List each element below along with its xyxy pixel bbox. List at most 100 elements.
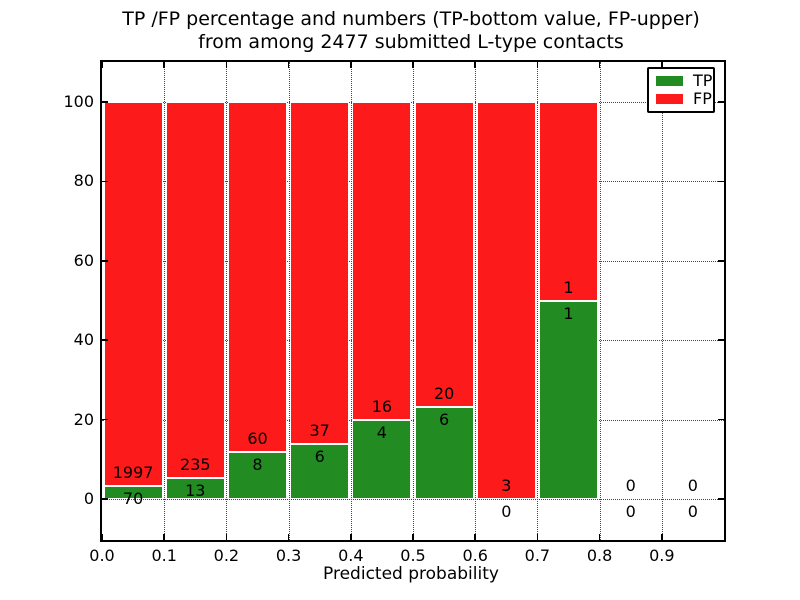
y-tick-mark-right bbox=[718, 418, 724, 421]
y-tick-mark-right bbox=[718, 339, 724, 341]
chart-title-line1: TP /FP percentage and numbers (TP-bottom… bbox=[122, 8, 700, 30]
x-gridline bbox=[413, 62, 414, 540]
fp-bar-segment bbox=[414, 102, 474, 408]
y-tick-label: 40 bbox=[73, 330, 94, 350]
x-tick-label: 0.5 bbox=[400, 546, 426, 565]
x-gridline bbox=[537, 62, 539, 540]
x-tick-label: 0.2 bbox=[213, 546, 240, 565]
y-tick-mark bbox=[102, 101, 108, 103]
x-tick-mark-top bbox=[474, 62, 476, 68]
fp-count-annotation: 3 bbox=[501, 476, 512, 495]
tp-bar-segment bbox=[352, 419, 412, 499]
x-gridline bbox=[350, 62, 352, 540]
x-tick-mark bbox=[412, 534, 414, 540]
x-tick-label: 0.8 bbox=[586, 546, 613, 565]
tp-bar-segment bbox=[103, 485, 163, 499]
x-tick-mark-top bbox=[225, 62, 228, 68]
chart-title-line2: from among 2477 submitted L-type contact… bbox=[198, 31, 624, 53]
x-tick-label: 0.6 bbox=[462, 546, 488, 565]
tp-bar-segment bbox=[227, 452, 288, 499]
chart-title: TP /FP percentage and numbers (TP-bottom… bbox=[100, 8, 722, 54]
x-tick-mark bbox=[225, 534, 228, 540]
x-tick-label: 0.1 bbox=[151, 546, 177, 565]
x-tick-label: 0.3 bbox=[275, 546, 302, 565]
x-tick-label: 0.4 bbox=[338, 546, 364, 565]
tp-count-annotation: 13 bbox=[185, 481, 206, 501]
x-gridline bbox=[288, 62, 290, 540]
fp-count-annotation: 235 bbox=[180, 455, 211, 475]
x-axis-label: Predicted probability bbox=[323, 564, 499, 584]
x-tick-mark bbox=[101, 534, 103, 540]
tp-count-annotation: 0 bbox=[501, 502, 512, 521]
y-tick-mark bbox=[102, 180, 108, 183]
tp-bar-segment bbox=[414, 407, 474, 499]
x-tick-label: 0.9 bbox=[649, 546, 675, 565]
x-tick-mark bbox=[536, 534, 539, 540]
fp-legend-swatch bbox=[656, 94, 683, 104]
x-tick-mark-top bbox=[101, 62, 103, 68]
x-tick-label: 0.7 bbox=[524, 546, 551, 565]
legend: TP FP bbox=[647, 67, 715, 113]
tp-legend-label: TP bbox=[693, 71, 713, 90]
x-gridline bbox=[164, 62, 166, 540]
y-tick-label: 0 bbox=[83, 489, 94, 508]
fp-count-annotation: 0 bbox=[625, 476, 636, 495]
x-tick-mark-top bbox=[661, 62, 663, 68]
x-tick-label: 0.0 bbox=[89, 546, 115, 565]
tp-count-annotation: 70 bbox=[122, 488, 144, 508]
x-tick-mark bbox=[350, 534, 352, 540]
x-tick-mark-top bbox=[598, 62, 601, 68]
fp-bar-segment bbox=[352, 102, 412, 420]
y-tick-label: 20 bbox=[73, 409, 94, 429]
y-tick-mark-right bbox=[718, 260, 724, 262]
tp-count-annotation: 8 bbox=[252, 455, 263, 475]
x-gridline bbox=[226, 62, 228, 540]
fp-count-annotation: 0 bbox=[687, 476, 698, 495]
fp-count-annotation: 20 bbox=[433, 384, 455, 404]
y-tick-mark-right bbox=[718, 498, 724, 500]
x-gridline bbox=[661, 62, 663, 540]
y-tick-label: 80 bbox=[73, 171, 94, 191]
fp-bar-segment bbox=[538, 102, 599, 301]
tp-count-annotation: 6 bbox=[314, 446, 325, 466]
fp-bar-segment bbox=[290, 102, 350, 444]
x-tick-mark bbox=[163, 534, 165, 540]
x-tick-mark bbox=[287, 534, 290, 540]
tp-count-annotation: 0 bbox=[625, 502, 636, 521]
tp-bar-segment bbox=[290, 443, 350, 499]
fp-legend-label: FP bbox=[693, 89, 712, 108]
tp-bar-segment bbox=[165, 478, 225, 499]
fp-count-annotation: 60 bbox=[247, 429, 268, 449]
x-tick-mark-top bbox=[350, 62, 352, 68]
x-tick-mark-top bbox=[536, 62, 539, 68]
x-gridline bbox=[475, 62, 477, 540]
plot-area: Percentage TP FP 0.00.10.20.30.40.50.60.… bbox=[63, 60, 726, 565]
x-gridline bbox=[599, 62, 601, 540]
tp-legend-swatch bbox=[656, 76, 683, 86]
fp-bar-segment bbox=[476, 102, 536, 499]
x-tick-mark bbox=[661, 534, 663, 540]
fp-bar-segment bbox=[227, 102, 288, 453]
x-tick-mark bbox=[474, 534, 476, 540]
tp-count-annotation: 0 bbox=[687, 502, 698, 521]
x-tick-mark bbox=[598, 534, 601, 540]
fp-count-annotation: 1 bbox=[563, 277, 574, 297]
y-tick-mark bbox=[102, 498, 108, 500]
tp-count-annotation: 6 bbox=[439, 410, 450, 430]
fp-bar-segment bbox=[165, 102, 225, 479]
tp-count-annotation: 1 bbox=[563, 303, 574, 323]
tp-count-annotation: 4 bbox=[376, 422, 387, 442]
y-tick-label: 60 bbox=[73, 250, 94, 270]
fp-count-annotation: 16 bbox=[371, 396, 393, 416]
y-tick-mark-right bbox=[718, 101, 724, 103]
tp-bar-segment bbox=[538, 300, 599, 499]
x-tick-mark-top bbox=[287, 62, 290, 68]
fp-count-annotation: 37 bbox=[309, 420, 330, 440]
fp-bar-segment bbox=[103, 102, 163, 486]
fp-count-annotation: 1997 bbox=[112, 462, 154, 482]
y-tick-label: 100 bbox=[63, 92, 94, 111]
y-tick-mark bbox=[102, 339, 108, 341]
y-tick-mark bbox=[102, 260, 108, 262]
y-tick-mark-right bbox=[718, 180, 724, 183]
